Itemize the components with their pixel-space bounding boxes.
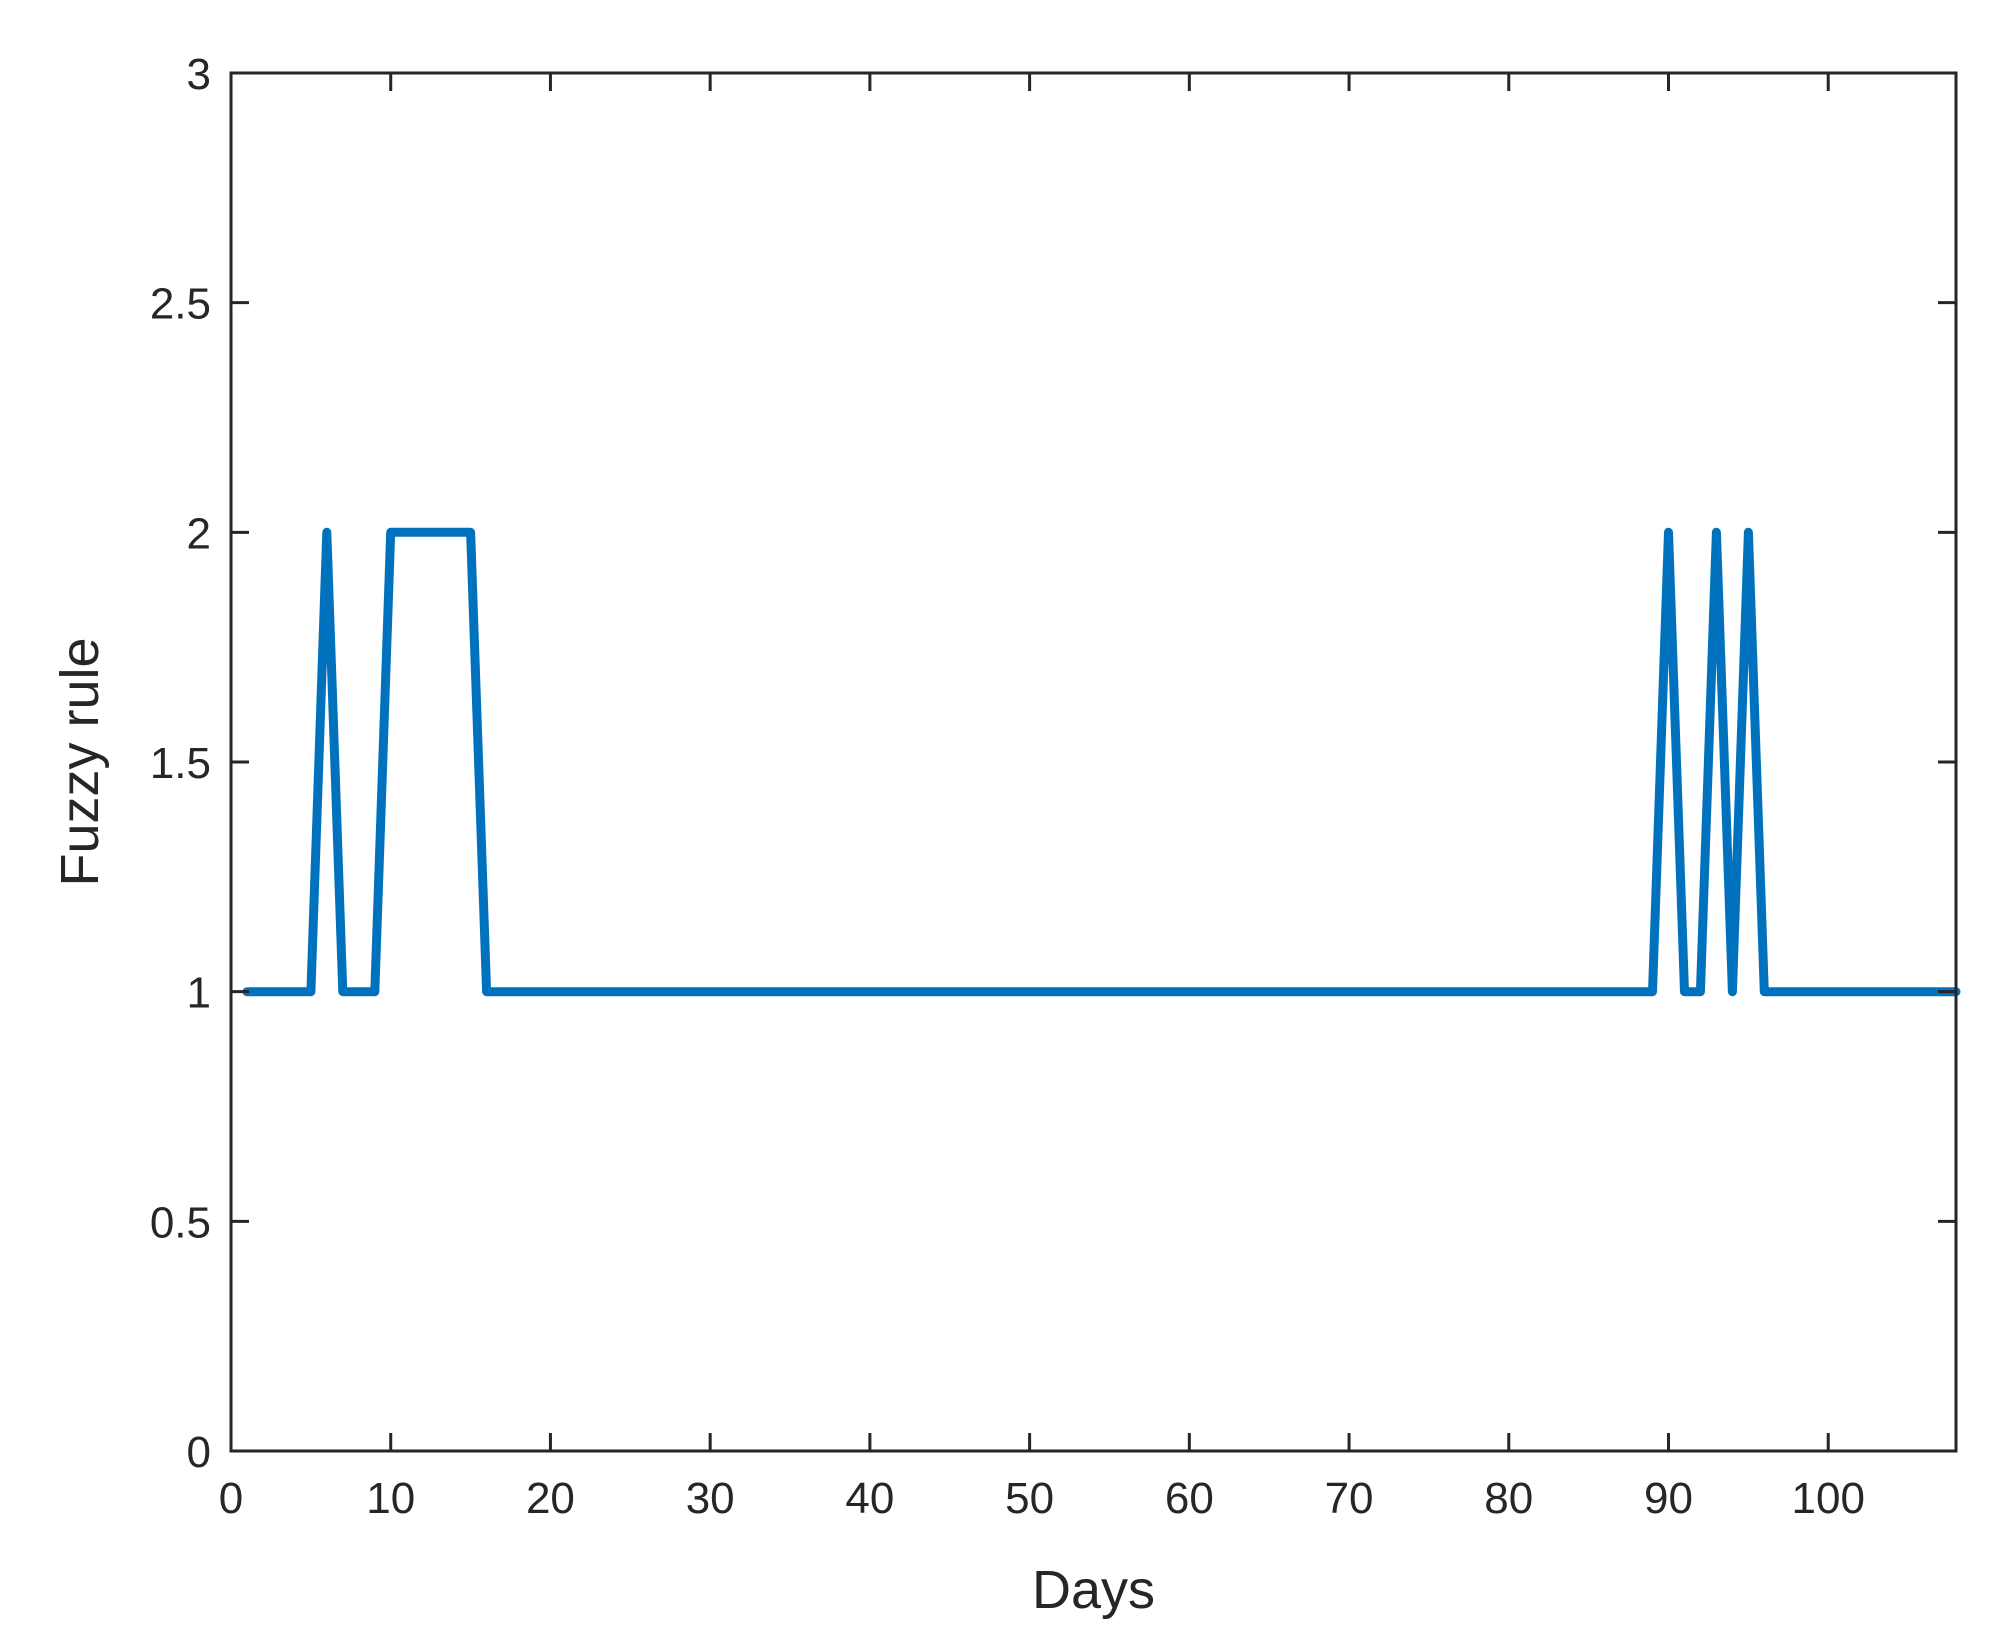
plot-lines xyxy=(242,527,1961,997)
x-tick-label: 20 xyxy=(526,1474,575,1523)
y-tick-label: 0 xyxy=(187,1428,211,1477)
axes-box xyxy=(229,71,1958,1453)
y-tick-label: 1 xyxy=(187,969,211,1018)
x-tick-label: 80 xyxy=(1484,1474,1533,1523)
x-axis-title: Days xyxy=(1032,1560,1155,1620)
x-tick-label: 70 xyxy=(1325,1474,1374,1523)
y-tick-labels: 0 0.5 1 1.5 2 2.5 3 xyxy=(150,50,211,1477)
x-tick-label: 90 xyxy=(1644,1474,1693,1523)
x-tick-label: 60 xyxy=(1165,1474,1214,1523)
y-tick-label: 2.5 xyxy=(150,280,211,329)
y-tick-label: 3 xyxy=(187,50,211,99)
series-line xyxy=(242,527,1961,997)
x-tick-label: 100 xyxy=(1792,1474,1865,1523)
x-tick-label: 30 xyxy=(686,1474,735,1523)
y-tick-label: 1.5 xyxy=(150,739,211,788)
y-tick-label: 0.5 xyxy=(150,1198,211,1247)
x-tick-label: 0 xyxy=(219,1474,243,1523)
y-axis-title: Fuzzy rule xyxy=(50,637,110,886)
x-tick-labels: 0 10 20 30 40 50 60 70 80 90 100 xyxy=(219,1474,1865,1523)
x-tick-label: 10 xyxy=(366,1474,415,1523)
y-tick-label: 2 xyxy=(187,509,211,558)
x-tick-label: 40 xyxy=(845,1474,894,1523)
x-tick-label: 50 xyxy=(1005,1474,1054,1523)
